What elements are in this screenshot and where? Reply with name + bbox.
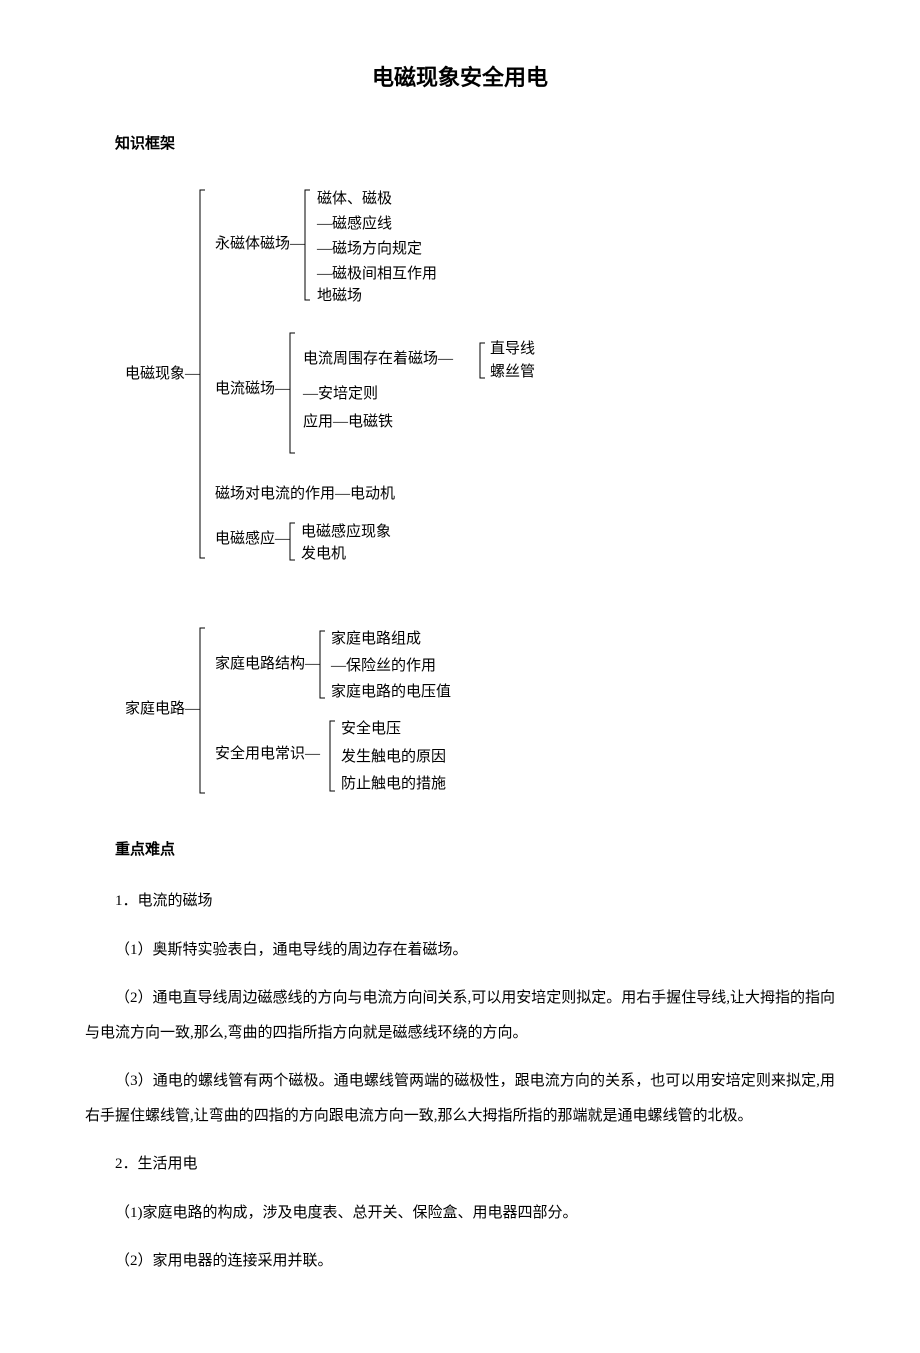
section-head-framework: 知识框架 <box>85 132 835 153</box>
tree1-b1-i1: —磁感应线 <box>316 214 392 232</box>
tree1-b2-s1: 电流周围存在着磁场— <box>303 350 454 367</box>
tree1-b3: 磁场对电流的作用—电动机 <box>215 485 395 502</box>
tree2-b2-label: 安全用电常识— <box>215 744 321 762</box>
tree-home-circuit: 家庭电路— 家庭电路结构— 家庭电路组成 —保险丝的作用 家庭电路的电压值 安全… <box>125 613 835 818</box>
tree1-b4-i0: 电磁感应现象 <box>301 522 391 540</box>
tree1-b2-s1-i0: 直导线 <box>490 340 535 357</box>
page-title: 电磁现象安全用电 <box>85 60 835 92</box>
tree2-root: 家庭电路— <box>125 700 201 717</box>
tree2-b1-i0: 家庭电路组成 <box>331 630 421 647</box>
tree2-b2-i2: 防止触电的措施 <box>341 775 446 792</box>
tree1-root: 电磁现象— <box>125 365 201 382</box>
para-3: （2）通电直导线周边磁感线的方向与电流方向间关系,可以用安培定则拟定。用右手握住… <box>85 981 835 1050</box>
tree1-b2-label: 电流磁场— <box>215 380 291 397</box>
tree1-b2-r0: —安培定则 <box>302 385 378 402</box>
tree2-b2-i1: 发生触电的原因 <box>341 748 446 765</box>
tree2-b1-i2: 家庭电路的电压值 <box>331 683 451 700</box>
tree1-b1-i4: 地磁场 <box>317 287 362 304</box>
tree1-b1-i0: 磁体、磁极 <box>317 190 392 207</box>
tree2-svg: 家庭电路— 家庭电路结构— 家庭电路组成 —保险丝的作用 家庭电路的电压值 安全… <box>125 613 645 813</box>
para-1: 1．电流的磁场 <box>85 884 835 919</box>
tree2-b1-label: 家庭电路结构— <box>215 655 321 672</box>
tree1-b1-label: 永磁体磁场— <box>215 235 306 252</box>
para-6: （1)家庭电路的构成，涉及电度表、总开关、保险盒、用电器四部分。 <box>85 1196 835 1231</box>
tree1-svg: 电磁现象— 永磁体磁场— 磁体、磁极 —磁感应线 —磁场方向规定 —磁极间相互作… <box>125 178 645 598</box>
para-5: 2．生活用电 <box>85 1147 835 1182</box>
section-head-keypoints: 重点难点 <box>85 838 835 859</box>
tree1-b2-r1: 应用—电磁铁 <box>303 412 393 430</box>
tree2-b2-i0: 安全电压 <box>341 719 401 737</box>
para-2: （1）奥斯特实验表白，通电导线的周边存在着磁场。 <box>85 933 835 968</box>
tree-electromagnetic: 电磁现象— 永磁体磁场— 磁体、磁极 —磁感应线 —磁场方向规定 —磁极间相互作… <box>125 178 835 603</box>
para-4: （3）通电的螺线管有两个磁极。通电螺线管两端的磁极性，跟电流方向的关系，也可以用… <box>85 1064 835 1133</box>
para-7: （2）家用电器的连接采用并联。 <box>85 1244 835 1279</box>
tree1-b4-i1: 发电机 <box>301 545 346 562</box>
tree2-b1-i1: —保险丝的作用 <box>330 657 436 674</box>
tree1-b2-s1-i1: 螺丝管 <box>490 363 535 380</box>
tree1-b4-label: 电磁感应— <box>215 529 291 547</box>
tree1-b1-i3: —磁极间相互作用 <box>316 265 437 282</box>
tree1-b1-i2: —磁场方向规定 <box>316 240 422 257</box>
